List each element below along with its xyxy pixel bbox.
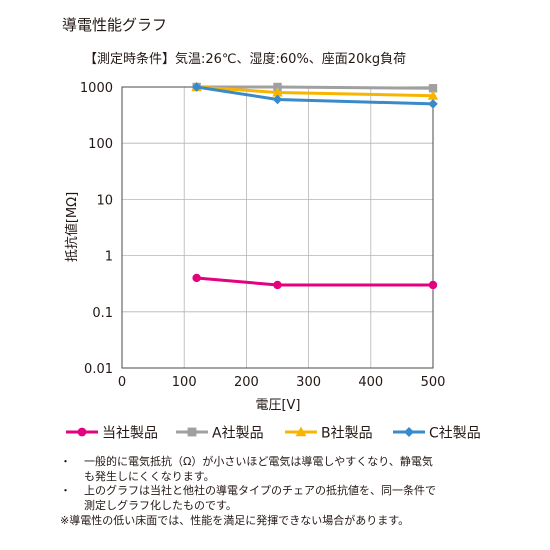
data-point (272, 94, 283, 105)
legend-entry: 当社製品 (66, 426, 158, 442)
x-tick-label: 400 (358, 375, 383, 390)
legend-marker (403, 426, 415, 438)
page-title: 導電性能グラフ (62, 16, 168, 34)
y-tick-label: 0.1 (92, 306, 113, 321)
data-point (192, 273, 201, 283)
plot-frame (121, 86, 434, 369)
note-line: 一般的に電気抵抗（Ω）が小さいほど電気は導電しやすくなり、静電気 (84, 455, 433, 468)
x-tick-label: 500 (421, 375, 446, 390)
note-line: 測定しグラフ化したものです。 (84, 498, 237, 512)
footnote: ※導電性の低い床面では、性能を満足に発揮できない場合があります。 (60, 514, 410, 527)
y-tick-label: 0.01 (84, 362, 113, 377)
data-point (273, 280, 282, 290)
note-item: ・ 一般的に電気抵抗（Ω）が小さいほど電気は導電しやすくなり、静電気 も発生しに… (52, 455, 522, 484)
resistance-chart: 0.01 0.1 1 10 100 1000 0 100 200 300 400 500 電圧[V]… (64, 81, 481, 442)
y-tick-labels: 0.01 0.1 1 10 100 1000 (80, 81, 113, 377)
note-bullet: ・ (60, 455, 71, 468)
y-tick-label: 1 (105, 250, 113, 265)
y-tick-label: 1000 (80, 81, 113, 96)
data-point (191, 82, 202, 92)
y-tick-label: 100 (88, 137, 113, 152)
x-tick-label: 300 (296, 375, 321, 390)
data-point (428, 84, 438, 93)
x-axis-label: 電圧[V] (255, 398, 300, 413)
y-axis-label: 抵抗値[MΩ] (64, 192, 80, 262)
data-point (428, 99, 438, 109)
measurement-conditions: 【測定時条件】気温:26℃、湿度:60%、座面20kg負荷 (84, 52, 407, 67)
chart-series (191, 81, 439, 290)
note-bullet: ・ (60, 484, 71, 497)
series-0 (192, 273, 438, 290)
legend-marker (187, 427, 197, 437)
series-line (196, 276, 433, 287)
legend-marker (77, 427, 87, 437)
note-line: 上のグラフは当社と他社の導電タイプのチェアの抵抗値を、同一条件で (84, 484, 436, 497)
note-line: も発生しにくくなります。 (84, 469, 215, 483)
legend-entry: B社製品 (285, 426, 373, 442)
chart-legend: 当社製品 A社製品 B社製品 C社製品 (66, 426, 481, 442)
legend-entry: C社製品 (393, 426, 481, 442)
y-tick-label: 10 (96, 193, 113, 208)
series-3 (191, 82, 438, 109)
chart-grid (122, 87, 433, 368)
notes: ・ 一般的に電気抵抗（Ω）が小さいほど電気は導電しやすくなり、静電気 も発生しに… (52, 455, 522, 529)
legend-marker (295, 426, 307, 437)
x-tick-label: 100 (172, 375, 197, 390)
x-tick-labels: 0 100 200 300 400 500 (118, 375, 446, 390)
x-tick-label: 200 (234, 375, 259, 390)
legend-label: B社製品 (321, 426, 373, 442)
legend-entry: A社製品 (176, 426, 264, 442)
x-tick-label: 0 (118, 375, 126, 390)
data-point (272, 87, 283, 97)
data-point (427, 90, 439, 100)
legend-label: C社製品 (429, 426, 481, 442)
note-item: ・ 上のグラフは当社と他社の導電タイプのチェアの抵抗値を、同一条件で 測定しグラ… (52, 484, 522, 513)
legend-label: A社製品 (212, 426, 264, 442)
data-point (428, 280, 438, 290)
legend-label: 当社製品 (102, 426, 158, 442)
data-point (273, 82, 282, 92)
